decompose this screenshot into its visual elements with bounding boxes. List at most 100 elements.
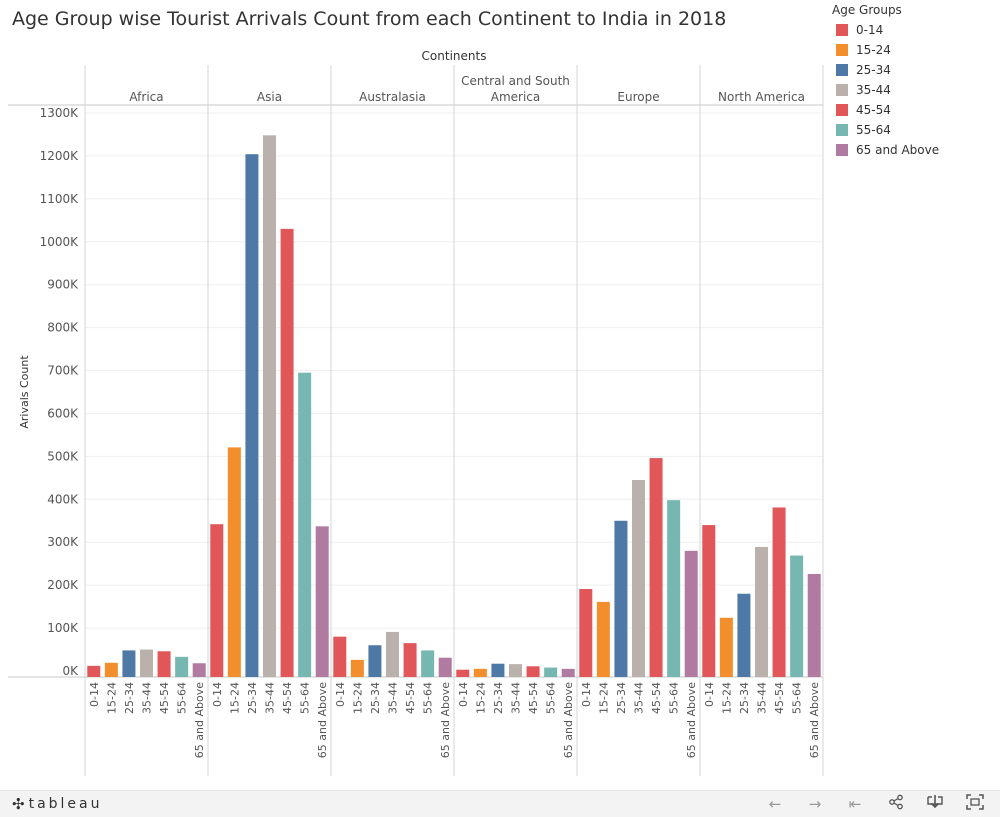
x-tick-label: 55-64: [176, 682, 189, 714]
bar-35-44: [385, 631, 400, 677]
bar-35-44: [508, 664, 523, 677]
y-tick-label: 900K: [47, 278, 79, 292]
x-tick-label: 45-54: [773, 682, 786, 714]
y-tick-label: 1000K: [40, 235, 80, 249]
bar-0-14: [87, 665, 101, 677]
bar-55-64: [421, 650, 435, 677]
bar-45-54: [280, 228, 294, 677]
bar-15-24: [104, 662, 118, 677]
bar-65 and Above: [192, 663, 206, 677]
y-tick-label: 1100K: [40, 192, 80, 206]
bar-55-64: [667, 500, 681, 677]
column-header-title: Continents: [422, 49, 487, 63]
bar-0-14: [210, 524, 224, 677]
revert-icon[interactable]: ⇤: [848, 795, 862, 813]
share-icon[interactable]: [884, 794, 908, 814]
bar-45-54: [649, 458, 663, 677]
legend-item[interactable]: 25-34: [836, 62, 891, 78]
x-tick-label: 0-14: [334, 682, 347, 707]
bar-25-34: [491, 663, 505, 677]
panel-header-europe: Europe: [617, 90, 659, 104]
legend-item[interactable]: 0-14: [836, 22, 883, 38]
x-tick-label: 55-64: [791, 682, 804, 714]
bar-55-64: [790, 555, 804, 677]
y-tick-label: 700K: [47, 364, 79, 378]
toolbar: ✣ tableau ← → ⇤: [0, 790, 1000, 817]
tableau-logo-text: tableau: [28, 796, 103, 812]
bar-65 and Above: [438, 657, 452, 677]
x-tick-label: 35-44: [141, 682, 154, 714]
tableau-logo[interactable]: ✣ tableau: [12, 795, 103, 813]
y-tick-label: 1300K: [40, 106, 80, 120]
y-tick-label: 100K: [47, 621, 79, 635]
x-tick-label: 55-64: [545, 682, 558, 714]
bar-15-24: [350, 659, 364, 677]
panel-header-australasia: Australasia: [359, 90, 426, 104]
y-tick-label: 600K: [47, 406, 79, 420]
legend-item[interactable]: 55-64: [836, 122, 891, 138]
x-tick-label: 0-14: [457, 682, 470, 707]
x-tick-label: 25-34: [246, 682, 259, 714]
legend-swatch: [836, 84, 848, 96]
redo-icon[interactable]: →: [808, 795, 822, 813]
bar-55-64: [298, 372, 312, 677]
legend-item[interactable]: 45-54: [836, 102, 891, 118]
bar-0-14: [456, 669, 470, 677]
bar-45-54: [157, 651, 171, 677]
legend-item[interactable]: 35-44: [836, 82, 891, 98]
undo-icon[interactable]: ←: [768, 795, 782, 813]
y-tick-label: 400K: [47, 492, 79, 506]
x-tick-label: 65 and Above: [439, 682, 452, 758]
x-tick-label: 25-34: [369, 682, 382, 714]
x-tick-label: 0-14: [211, 682, 224, 707]
y-tick-label: 1200K: [40, 149, 80, 163]
y-tick-label: 500K: [47, 449, 79, 463]
tableau-plus-icon: ✣: [12, 795, 25, 813]
legend-item[interactable]: 15-24: [836, 42, 891, 58]
x-tick-label: 15-24: [474, 682, 487, 714]
fullscreen-icon[interactable]: [963, 794, 987, 814]
bar-55-64: [544, 667, 558, 677]
x-tick-label: 65 and Above: [193, 682, 206, 758]
x-tick-label: 15-24: [351, 682, 364, 714]
bar-45-54: [403, 643, 417, 677]
x-tick-label: 65 and Above: [685, 682, 698, 758]
panel-header-asia: Asia: [257, 90, 282, 104]
bar-65 and Above: [807, 573, 821, 677]
x-tick-label: 15-24: [597, 682, 610, 714]
legend-swatch: [836, 144, 848, 156]
bar-0-14: [579, 589, 593, 677]
x-tick-label: 65 and Above: [316, 682, 329, 758]
y-tick-label: 200K: [47, 578, 79, 592]
download-icon[interactable]: [923, 794, 947, 814]
bar-65 and Above: [561, 668, 575, 677]
x-tick-label: 55-64: [422, 682, 435, 714]
legend-swatch: [836, 44, 848, 56]
legend-label: 15-24: [856, 43, 891, 57]
chart-title: Age Group wise Tourist Arrivals Count fr…: [12, 8, 727, 30]
x-tick-label: 35-44: [510, 682, 523, 714]
bar-15-24: [596, 601, 610, 677]
legend: Age Groups 0-14 15-24 25-34 35-44 45-54 55-64…: [826, 0, 1000, 790]
x-tick-label: 15-24: [105, 682, 118, 714]
legend-label: 55-64: [856, 123, 891, 137]
bar-25-34: [122, 650, 136, 677]
x-tick-label: 25-34: [492, 682, 505, 714]
x-tick-label: 65 and Above: [562, 682, 575, 758]
panel-header-central-and-south-america: Central and South: [461, 74, 570, 88]
x-tick-label: 45-54: [650, 682, 663, 714]
bar-35-44: [631, 479, 646, 677]
x-tick-label: 55-64: [668, 682, 681, 714]
bar-35-44: [262, 135, 277, 677]
y-tick-label: 300K: [47, 535, 79, 549]
x-tick-label: 15-24: [228, 682, 241, 714]
y-tick-label: 0K: [62, 664, 79, 678]
legend-item[interactable]: 65 and Above: [836, 142, 939, 158]
bar-0-14: [702, 525, 716, 677]
x-tick-label: 35-44: [387, 682, 400, 714]
bar-65 and Above: [684, 550, 698, 677]
x-tick-label: 45-54: [158, 682, 171, 714]
bar-0-14: [333, 636, 347, 677]
bar-25-34: [368, 645, 382, 677]
x-tick-label: 35-44: [633, 682, 646, 714]
